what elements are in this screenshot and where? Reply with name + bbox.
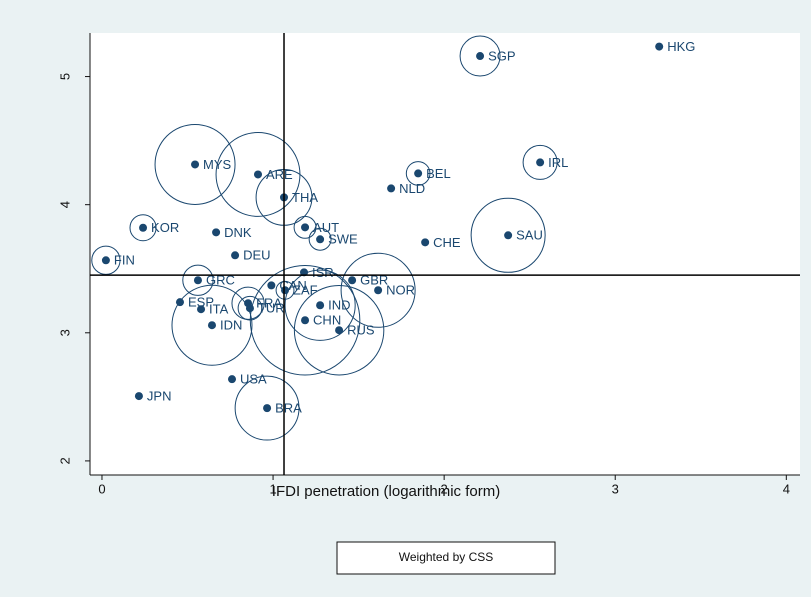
point-label: SAU: [516, 228, 543, 243]
bubble: [340, 252, 416, 328]
point-label: RUS: [347, 323, 375, 338]
point-label: IDN: [220, 318, 242, 333]
x-tick-label: 4: [783, 481, 790, 496]
point-label: JPN: [147, 389, 172, 404]
point: [655, 42, 664, 51]
point: [254, 170, 263, 179]
point-label: TUR: [258, 301, 285, 316]
point: [263, 404, 272, 413]
point: [421, 238, 430, 247]
point: [316, 301, 325, 310]
point-label: CHN: [313, 313, 341, 328]
bubble: [249, 264, 361, 376]
bubble: [284, 269, 356, 341]
point-label: NLD: [399, 181, 425, 196]
point-label: ZAF: [293, 283, 318, 298]
bubble: [522, 144, 558, 180]
bubble: [231, 286, 265, 320]
bubble: [171, 284, 253, 366]
y-tick-label: 3: [57, 329, 72, 336]
point-label: KOR: [151, 220, 179, 235]
bubble: [234, 375, 300, 441]
point-label: IRL: [548, 155, 568, 170]
point: [335, 326, 344, 335]
point: [374, 286, 383, 295]
point: [504, 231, 513, 240]
bubble: [459, 35, 501, 77]
point-label: CHE: [433, 235, 461, 250]
point: [536, 158, 545, 167]
point-label: SGP: [488, 48, 515, 63]
point: [191, 160, 200, 169]
point: [197, 305, 206, 314]
point-label: FRA: [256, 296, 282, 311]
point-label: IND: [328, 298, 350, 313]
y-tick-label: 4: [57, 201, 72, 208]
bubble: [470, 197, 546, 273]
y-tick-label: 2: [57, 457, 72, 464]
point-label: ARE: [266, 167, 293, 182]
point-label: GBR: [360, 273, 388, 288]
point-label: HKG: [667, 39, 695, 54]
x-tick-label: 0: [98, 481, 105, 496]
point: [134, 392, 143, 401]
point: [281, 286, 290, 295]
bubble: [129, 214, 157, 242]
point: [193, 276, 202, 285]
bubble: [154, 123, 236, 205]
point-label: ITA: [209, 302, 229, 317]
plot-area: [90, 33, 800, 475]
point: [139, 223, 148, 232]
point-label: ESP: [188, 295, 214, 310]
y-tick-label: 5: [57, 73, 72, 80]
legend-text: Weighted by CSS: [399, 550, 494, 564]
point-label: SWE: [328, 232, 358, 247]
x-tick-label: 2: [441, 481, 448, 496]
point-label: GRC: [206, 273, 235, 288]
point: [316, 235, 325, 244]
point: [175, 298, 184, 307]
point: [301, 223, 310, 232]
point: [245, 304, 254, 313]
bubble: [293, 285, 385, 376]
point-label: FIN: [114, 253, 135, 268]
x-axis-label: IFDI penetration (logarithmic form): [272, 483, 500, 500]
point: [476, 52, 485, 61]
bubble: [182, 264, 214, 296]
legend-box: [336, 541, 556, 575]
point-label: DEU: [243, 248, 270, 263]
point-label: MYS: [203, 157, 232, 172]
point-label: BEL: [426, 166, 451, 181]
bubble: [275, 280, 295, 300]
point: [301, 316, 310, 325]
point: [212, 228, 221, 237]
point: [387, 184, 396, 193]
point: [207, 321, 216, 330]
point-label: THA: [292, 190, 318, 205]
point-label: DNK: [224, 225, 252, 240]
point: [414, 169, 423, 178]
point: [101, 256, 110, 265]
point-label: USA: [240, 372, 267, 387]
bubble: [405, 161, 431, 186]
point-label: NOR: [386, 283, 415, 298]
point: [348, 276, 357, 285]
point: [300, 268, 309, 277]
point: [267, 281, 276, 290]
x-tick-label: 3: [612, 481, 619, 496]
point: [231, 251, 240, 260]
point-label: BRA: [275, 401, 302, 416]
bubble: [308, 227, 332, 251]
point-label: ISR: [312, 265, 334, 280]
bubble: [293, 215, 317, 239]
point: [228, 375, 236, 384]
x-tick-label: 1: [269, 481, 276, 496]
point-label: AUT: [313, 220, 339, 235]
